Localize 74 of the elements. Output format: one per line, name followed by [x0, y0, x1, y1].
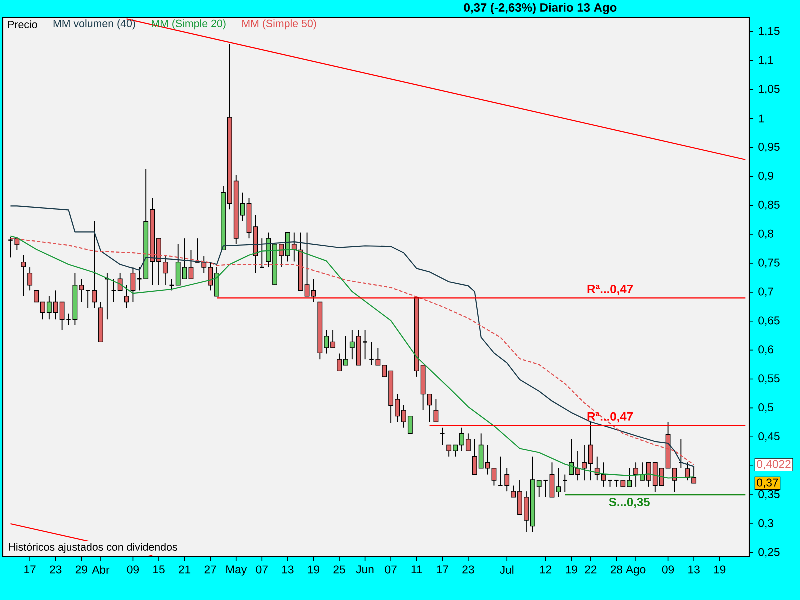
x-tick-label: 17 — [437, 566, 448, 574]
candlestick — [492, 468, 497, 486]
x-tick-label: 22 — [585, 566, 597, 574]
candlestick — [562, 474, 568, 493]
x-tick-label: 17 — [24, 566, 36, 574]
annotation: Rª...0,47 — [588, 285, 633, 296]
x-tick-label: May — [226, 566, 248, 576]
y-tick-label: 0,45 — [758, 432, 780, 442]
y-tick-label: 1,15 — [759, 27, 780, 37]
candlestick — [85, 290, 91, 309]
x-tick-label: 28 — [610, 566, 623, 574]
candlestick — [118, 272, 123, 292]
candlestick — [124, 285, 130, 309]
text: MM volumen (40) — [54, 20, 136, 30]
y-tick-label: 0,7 — [758, 288, 774, 298]
x-tick-label: 23 — [50, 566, 62, 574]
y-tick-label: 1 — [759, 114, 764, 123]
y-tick-label: 0,6 — [758, 346, 774, 355]
x-tick-label: 09 — [662, 566, 674, 574]
x-tick-label: 21 — [179, 566, 191, 574]
candlestick — [130, 267, 136, 303]
annotation: Históricos ajustados con dividendos — [9, 543, 178, 554]
x-tick-label: Jul — [500, 566, 514, 574]
y-tick-label: 0,3 — [758, 519, 774, 529]
text: MM (Simple 50) — [242, 20, 316, 30]
annotation: S...0,35 — [609, 498, 650, 508]
x-tick-label: 12 — [540, 566, 552, 574]
y-tick-label: 1,1 — [759, 56, 774, 66]
candlestick — [685, 462, 690, 482]
y-tick-label: 0,9 — [758, 172, 774, 182]
candlestick — [440, 427, 446, 446]
text: 0,4022 — [757, 460, 791, 470]
candlestick — [434, 399, 439, 423]
x-tick-label: 19 — [714, 566, 726, 574]
y-tick-label: 0,65 — [758, 316, 780, 326]
y-tick-label: 0,75 — [758, 258, 780, 268]
text: MM (Simple 20) — [152, 20, 226, 30]
candlestick — [111, 278, 117, 303]
x-tick-label: 13 — [282, 566, 294, 574]
y-tick-label: 0,85 — [758, 200, 780, 210]
y-tick-label: 0,95 — [758, 143, 780, 152]
x-tick-label: 09 — [127, 566, 139, 574]
candlestick — [311, 278, 316, 303]
x-tick-label: 23 — [462, 566, 474, 574]
x-tick-label: Jun — [356, 566, 374, 574]
candlestick — [162, 256, 168, 286]
candlestick — [28, 267, 33, 292]
x-tick-label: 07 — [256, 566, 268, 574]
x-tick-label: 13 — [688, 566, 700, 574]
y-tick-label: 1,05 — [759, 85, 780, 94]
candlestick — [21, 254, 26, 297]
x-tick-label: Abr — [92, 566, 110, 574]
candlestick — [259, 238, 265, 268]
x-tick-label: 25 — [334, 566, 346, 574]
candlestick — [92, 220, 98, 309]
x-tick-label: 07 — [385, 566, 397, 574]
candlestick — [692, 466, 697, 484]
x-tick-label: 11 — [412, 566, 422, 574]
annotation: Rª...0,47 — [588, 412, 633, 423]
y-tick-label: 0,35 — [758, 490, 780, 500]
x-tick-label: 19 — [308, 566, 320, 574]
y-tick-label: 0,55 — [758, 374, 780, 384]
y-tick-label: 0,25 — [758, 548, 780, 558]
candlestick — [634, 462, 639, 488]
x-tick-label: 15 — [154, 566, 165, 574]
chart-title: 0,37 (-2,63%) Diario 13 Ago — [464, 3, 617, 14]
y-tick-label: 0,5 — [758, 404, 774, 413]
text: Precio — [8, 20, 38, 29]
y-tick-label: 0,8 — [758, 230, 774, 240]
text: 0,37 — [757, 478, 778, 488]
x-tick-label: Ago — [626, 566, 646, 576]
x-tick-label: 19 — [566, 566, 578, 574]
x-tick-label: 27 — [204, 566, 216, 574]
x-tick-label: 29 — [76, 566, 88, 574]
